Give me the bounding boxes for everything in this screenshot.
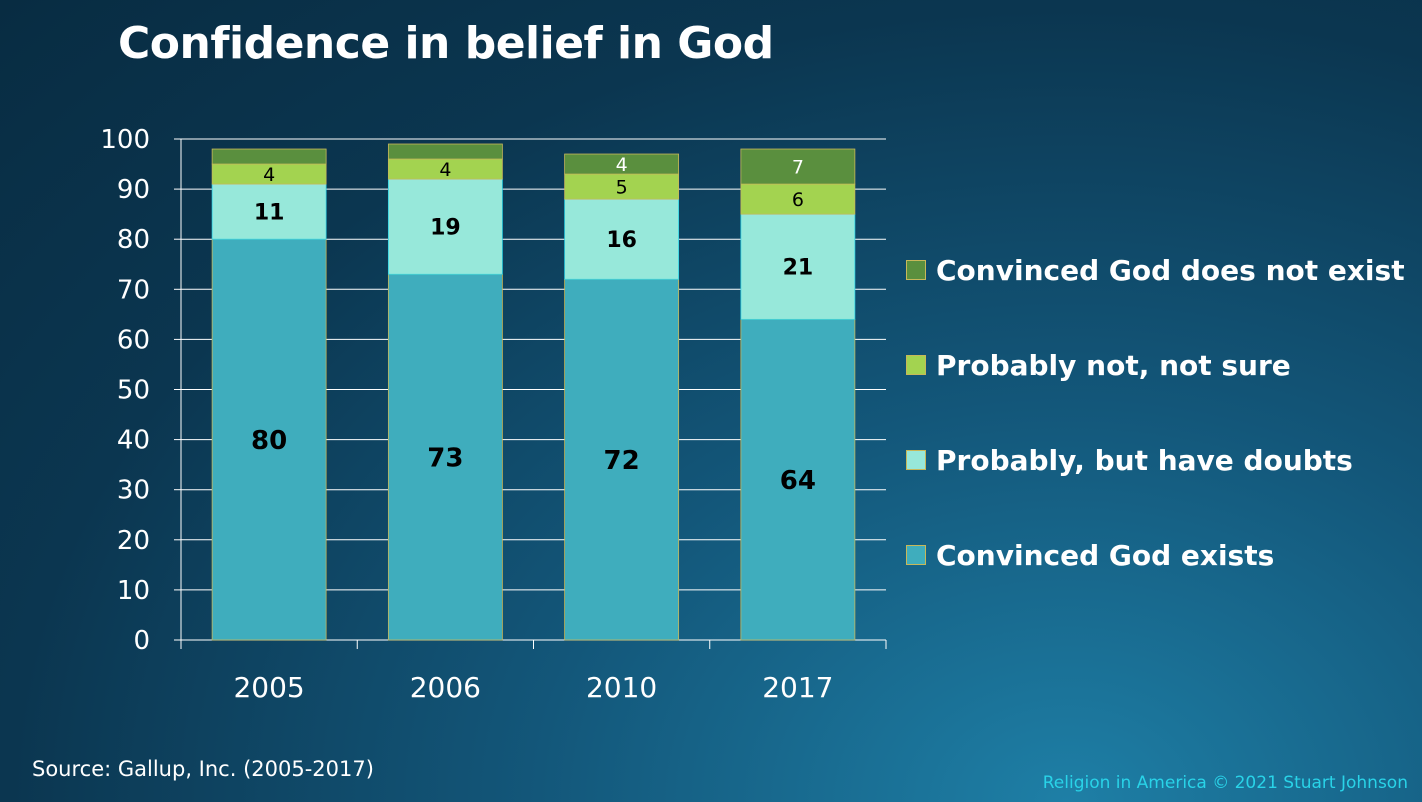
- bar-segment: [387, 178, 503, 275]
- bar-segment: [740, 318, 856, 641]
- data-label: 6: [792, 189, 804, 211]
- y-tick-label: 60: [117, 325, 150, 355]
- bar-segment: [740, 148, 856, 185]
- x-tick-label: 2017: [762, 671, 833, 704]
- data-label: 19: [430, 216, 461, 241]
- legend-swatch: [906, 355, 926, 375]
- y-tick-label: 30: [117, 476, 150, 506]
- bar-segment: [740, 213, 856, 320]
- data-label: 72: [604, 446, 640, 476]
- legend-label: Convinced God does not exist: [936, 253, 1405, 287]
- y-tick-label: 90: [117, 175, 150, 205]
- bar-segment: [211, 148, 327, 165]
- x-tick-label: 2006: [410, 671, 481, 704]
- data-label: 64: [780, 466, 816, 496]
- legend-item: Convinced God does not exist: [906, 250, 1405, 290]
- legend-swatch: [906, 450, 926, 470]
- legend-swatch: [906, 545, 926, 565]
- bar-segment: [564, 278, 680, 641]
- chart-title: Confidence in belief in God: [118, 18, 774, 69]
- data-label: 80: [251, 426, 287, 456]
- bar-segment: [564, 153, 680, 175]
- y-tick-label: 40: [117, 426, 150, 456]
- data-label: 16: [606, 228, 637, 253]
- source-note: Source: Gallup, Inc. (2005-2017): [32, 757, 374, 781]
- bar-segment: [564, 198, 680, 280]
- y-tick-label: 50: [117, 376, 150, 406]
- legend-item: Convinced God exists: [906, 535, 1274, 575]
- bar-segment: [564, 173, 680, 200]
- data-label: 11: [254, 201, 285, 226]
- data-label: 73: [427, 443, 463, 473]
- y-tick-label: 100: [100, 125, 150, 155]
- data-label: 7: [792, 156, 804, 178]
- y-tick-label: 10: [117, 576, 150, 606]
- bar-segment: [211, 183, 327, 240]
- y-tick-label: 20: [117, 526, 150, 556]
- bar-segment: [211, 238, 327, 641]
- y-tick-label: 80: [117, 225, 150, 255]
- bar-segment: [387, 143, 503, 160]
- legend-item: Probably not, not sure: [906, 345, 1291, 385]
- y-tick-label: 0: [133, 626, 150, 656]
- data-label: 4: [616, 154, 628, 176]
- legend-swatch: [906, 260, 926, 280]
- data-label: 4: [439, 159, 451, 181]
- legend-label: Probably not, not sure: [936, 348, 1291, 382]
- data-label: 21: [783, 256, 814, 281]
- bar-segment: [740, 183, 856, 215]
- copyright-credit: Religion in America © 2021 Stuart Johnso…: [1042, 773, 1408, 793]
- data-label: 5: [616, 176, 628, 198]
- x-tick-label: 2005: [233, 671, 304, 704]
- bar-segment: [387, 273, 503, 641]
- data-label: 4: [263, 164, 275, 186]
- x-tick-label: 2010: [586, 671, 657, 704]
- legend-item: Probably, but have doubts: [906, 440, 1353, 480]
- y-tick-label: 70: [117, 275, 150, 305]
- legend-label: Probably, but have doubts: [936, 443, 1353, 477]
- legend-label: Convinced God exists: [936, 538, 1275, 572]
